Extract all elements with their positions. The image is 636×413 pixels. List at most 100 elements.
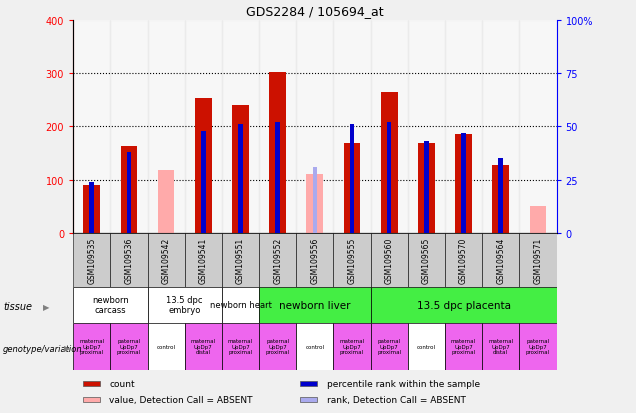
Bar bbox=[482, 21, 520, 233]
Bar bbox=[492, 165, 509, 233]
Text: paternal
UpDp7
proximal: paternal UpDp7 proximal bbox=[526, 338, 550, 355]
Bar bbox=[333, 21, 371, 233]
Bar bbox=[184, 21, 222, 233]
Bar bbox=[300, 382, 317, 386]
Title: GDS2284 / 105694_at: GDS2284 / 105694_at bbox=[246, 5, 384, 18]
Text: maternal
UpDp7
proximal: maternal UpDp7 proximal bbox=[451, 338, 476, 355]
Bar bbox=[461, 133, 466, 233]
Text: control: control bbox=[305, 344, 324, 349]
Text: GSM109536: GSM109536 bbox=[125, 237, 134, 283]
Bar bbox=[333, 233, 371, 287]
Bar bbox=[371, 323, 408, 370]
Bar bbox=[312, 167, 317, 233]
Text: value, Detection Call = ABSENT: value, Detection Call = ABSENT bbox=[109, 395, 253, 404]
Text: genotype/variation: genotype/variation bbox=[3, 344, 83, 353]
Bar bbox=[408, 233, 445, 287]
Bar bbox=[520, 21, 556, 233]
Bar bbox=[418, 144, 435, 233]
Bar bbox=[424, 142, 429, 233]
Text: GSM109555: GSM109555 bbox=[347, 237, 357, 283]
Text: GSM109570: GSM109570 bbox=[459, 237, 468, 283]
Bar bbox=[343, 144, 361, 233]
Bar bbox=[238, 125, 243, 233]
Text: GSM109551: GSM109551 bbox=[236, 237, 245, 283]
Bar bbox=[148, 233, 184, 287]
Bar bbox=[445, 323, 482, 370]
Text: maternal
UpDp7
distal: maternal UpDp7 distal bbox=[488, 338, 513, 355]
Bar bbox=[333, 323, 371, 370]
Bar bbox=[482, 233, 520, 287]
Bar bbox=[307, 175, 323, 233]
Text: GSM109552: GSM109552 bbox=[273, 237, 282, 283]
Bar bbox=[73, 323, 110, 370]
Bar bbox=[482, 323, 520, 370]
Text: GSM109560: GSM109560 bbox=[385, 237, 394, 283]
Bar bbox=[83, 185, 100, 233]
Text: maternal
UpDp7
proximal: maternal UpDp7 proximal bbox=[228, 338, 253, 355]
Text: percentile rank within the sample: percentile rank within the sample bbox=[327, 380, 480, 388]
Text: 13.5 dpc placenta: 13.5 dpc placenta bbox=[417, 300, 511, 310]
Text: maternal
UpDp7
proximal: maternal UpDp7 proximal bbox=[79, 338, 104, 355]
Bar bbox=[387, 123, 391, 233]
Text: GSM109571: GSM109571 bbox=[534, 237, 543, 283]
Bar bbox=[127, 152, 131, 233]
Text: ▶: ▶ bbox=[64, 344, 70, 353]
Bar bbox=[201, 131, 205, 233]
Bar bbox=[296, 233, 333, 287]
Text: control: control bbox=[417, 344, 436, 349]
Bar bbox=[232, 106, 249, 233]
Bar bbox=[408, 21, 445, 233]
Text: control: control bbox=[156, 344, 176, 349]
Bar bbox=[381, 93, 398, 233]
Text: GSM109556: GSM109556 bbox=[310, 237, 319, 283]
Text: paternal
UpDp7
proximal: paternal UpDp7 proximal bbox=[117, 338, 141, 355]
Bar bbox=[158, 171, 174, 233]
Bar bbox=[148, 21, 184, 233]
Text: ▶: ▶ bbox=[43, 302, 50, 311]
Text: GSM109535: GSM109535 bbox=[87, 237, 96, 283]
Bar bbox=[296, 21, 333, 233]
Bar bbox=[73, 233, 110, 287]
Text: GSM109541: GSM109541 bbox=[199, 237, 208, 283]
Bar bbox=[445, 21, 482, 233]
Bar bbox=[499, 159, 503, 233]
Bar bbox=[520, 323, 556, 370]
Bar bbox=[296, 323, 333, 370]
Bar bbox=[121, 147, 137, 233]
Bar bbox=[259, 287, 371, 323]
Bar bbox=[148, 323, 184, 370]
Bar bbox=[455, 135, 472, 233]
Bar bbox=[259, 323, 296, 370]
Bar bbox=[90, 182, 94, 233]
Bar bbox=[222, 233, 259, 287]
Bar bbox=[110, 233, 148, 287]
Bar bbox=[275, 123, 280, 233]
Bar bbox=[184, 233, 222, 287]
Bar bbox=[445, 233, 482, 287]
Text: rank, Detection Call = ABSENT: rank, Detection Call = ABSENT bbox=[327, 395, 466, 404]
Bar bbox=[259, 21, 296, 233]
Bar bbox=[530, 207, 546, 233]
Text: newborn heart: newborn heart bbox=[209, 301, 272, 309]
Bar bbox=[408, 323, 445, 370]
Text: paternal
UpDp7
proximal: paternal UpDp7 proximal bbox=[377, 338, 401, 355]
Bar bbox=[520, 233, 556, 287]
Text: paternal
UpDp7
proximal: paternal UpDp7 proximal bbox=[266, 338, 290, 355]
Text: maternal
UpDp7
proximal: maternal UpDp7 proximal bbox=[340, 338, 364, 355]
Bar bbox=[350, 125, 354, 233]
Text: newborn
carcass: newborn carcass bbox=[92, 295, 128, 315]
Bar bbox=[259, 233, 296, 287]
Text: maternal
UpDp7
distal: maternal UpDp7 distal bbox=[191, 338, 216, 355]
Bar bbox=[222, 21, 259, 233]
Bar bbox=[110, 323, 148, 370]
Bar bbox=[222, 287, 259, 323]
Bar bbox=[73, 287, 148, 323]
Bar bbox=[300, 397, 317, 401]
Bar bbox=[148, 287, 222, 323]
Bar bbox=[184, 323, 222, 370]
Bar bbox=[222, 323, 259, 370]
Bar bbox=[371, 233, 408, 287]
Text: GSM109542: GSM109542 bbox=[162, 237, 170, 283]
Bar bbox=[371, 21, 408, 233]
Bar bbox=[371, 287, 556, 323]
